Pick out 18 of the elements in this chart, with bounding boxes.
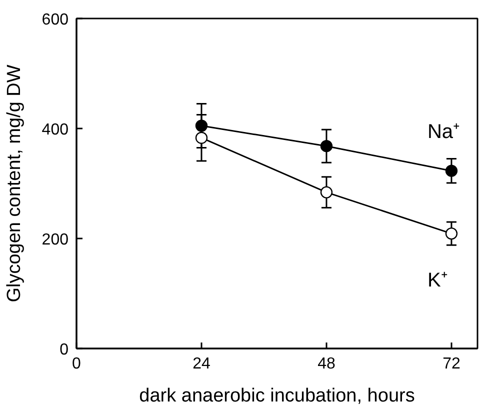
point xyxy=(195,120,208,132)
series-label: Na⁺ xyxy=(427,120,460,143)
x-tick-label: 48 xyxy=(318,356,336,372)
x-tick-label: 24 xyxy=(192,356,210,372)
point xyxy=(195,132,208,144)
y-axis-title: Glycogen content, mg/g DW xyxy=(4,64,25,302)
series-label: K⁺ xyxy=(427,270,448,292)
y-tick-label: 200 xyxy=(42,232,69,248)
y-tick-label: 400 xyxy=(42,122,69,138)
x-axis-title: dark anaerobic incubation, hours xyxy=(139,386,415,406)
x-tick-label: 72 xyxy=(442,356,460,372)
point xyxy=(320,140,333,152)
point xyxy=(445,164,458,177)
y-tick-label: 600 xyxy=(42,12,69,28)
y-tick-label: 0 xyxy=(60,342,69,358)
point xyxy=(445,227,458,240)
x-tick-label: 0 xyxy=(72,356,82,372)
point xyxy=(320,186,333,198)
